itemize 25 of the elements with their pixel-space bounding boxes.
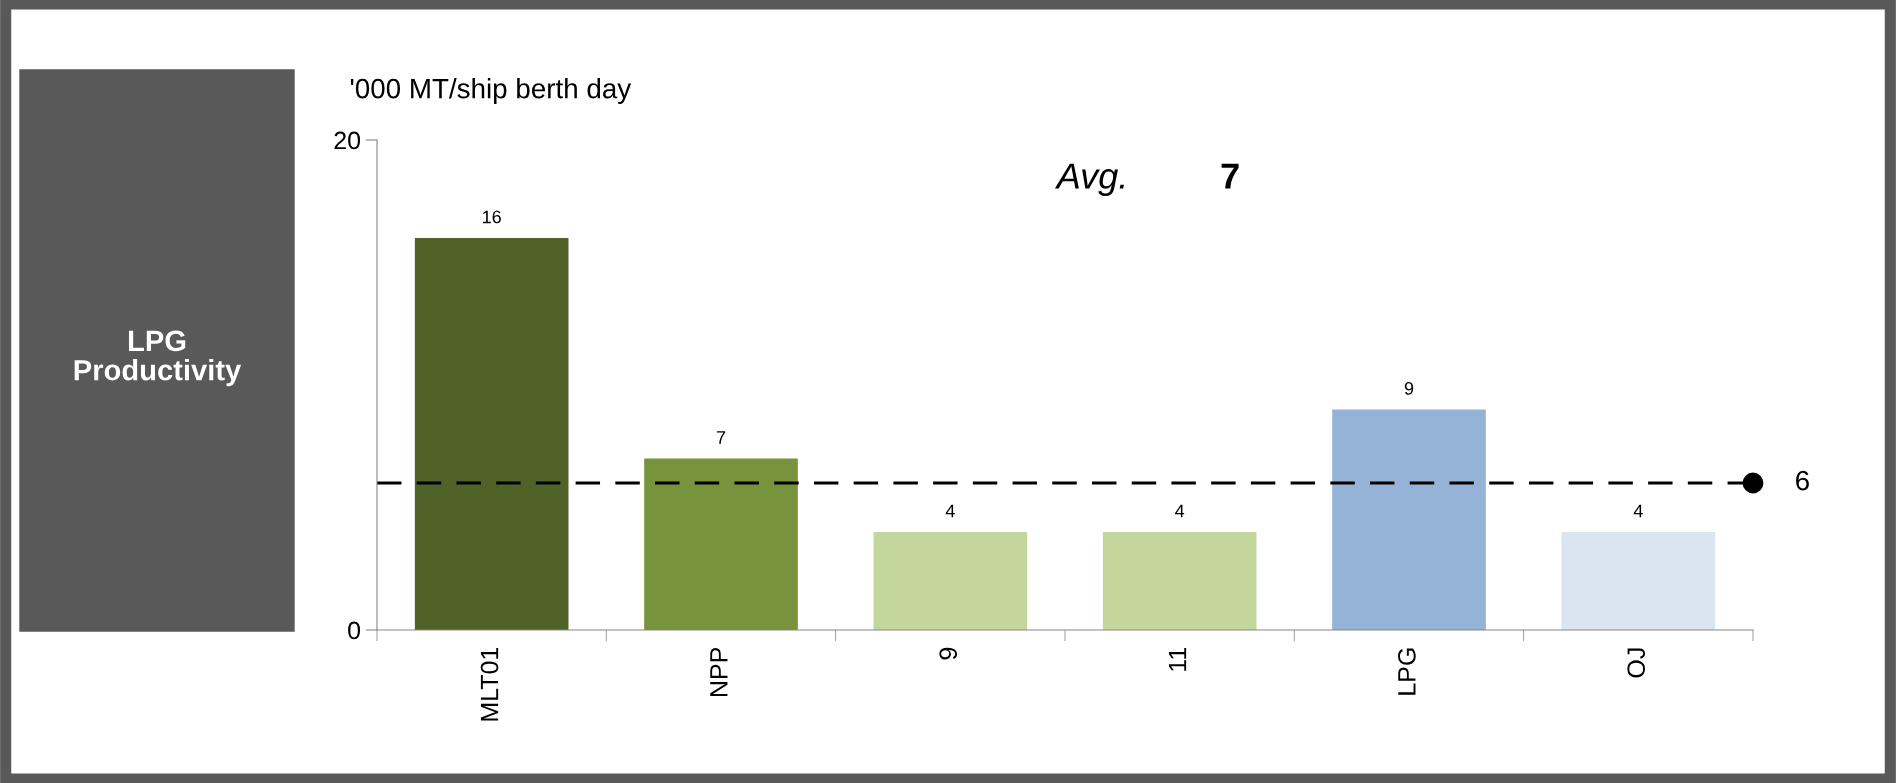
ref-line-label: 6 xyxy=(1796,470,1809,491)
x-tick-label: OJ xyxy=(1627,648,1646,678)
bar xyxy=(414,238,569,630)
data-label: 7 xyxy=(716,431,726,444)
bar xyxy=(1332,409,1486,630)
x-tick-label: 11 xyxy=(1168,647,1187,671)
x-tick-label: NPP xyxy=(710,647,728,697)
annotation: 7 xyxy=(1221,163,1239,189)
x-tick-label: 9 xyxy=(939,647,958,660)
data-label: 4 xyxy=(945,504,955,518)
y-tick-label: 0 xyxy=(348,621,361,640)
bar xyxy=(873,532,1028,630)
bar xyxy=(644,458,798,630)
bar xyxy=(1561,532,1716,630)
annotation: Avg. xyxy=(1054,163,1124,197)
text: LPG Productivity xyxy=(74,330,242,387)
data-label: 16 xyxy=(483,210,501,224)
data-label: 9 xyxy=(1404,382,1414,395)
y-tick-label: 20 xyxy=(334,131,361,150)
data-label: 4 xyxy=(1633,504,1643,518)
x-tick-label: MLT01 xyxy=(480,647,499,721)
y-axis-title: '000 MT/ship berth day xyxy=(350,78,632,104)
bar xyxy=(1102,532,1257,630)
x-tick-label: LPG xyxy=(1398,648,1416,695)
data-label: 4 xyxy=(1175,504,1185,518)
